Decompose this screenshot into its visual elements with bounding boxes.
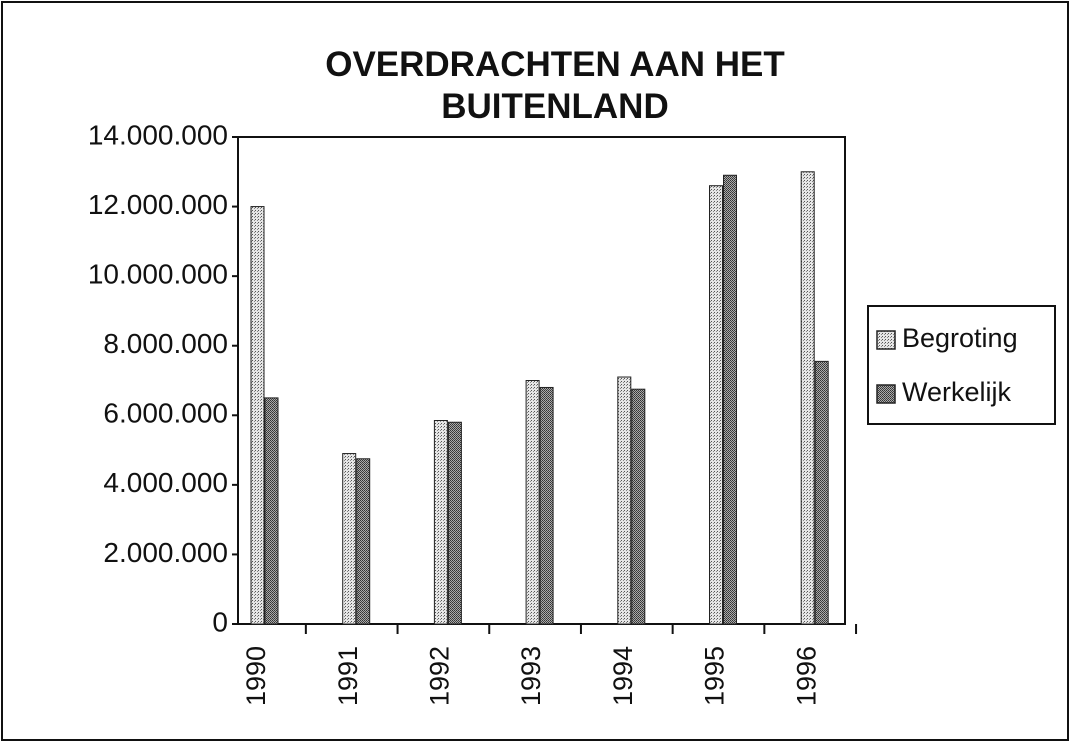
legend: Begroting Werkelijk: [867, 305, 1056, 425]
legend-swatch: [876, 330, 896, 350]
x-tick-label: 1995: [700, 646, 730, 706]
y-tick-label: 12.000.000: [88, 189, 228, 220]
legend-label: Begroting: [902, 323, 1018, 353]
bar: [356, 458, 371, 625]
legend-box: [867, 305, 1056, 425]
bar: [539, 386, 554, 625]
bar: [709, 185, 723, 625]
y-tick-label: 2.000.000: [103, 537, 228, 568]
bar: [800, 171, 815, 625]
bar: [814, 360, 829, 625]
y-tick-label: 0: [212, 606, 228, 637]
bar: [250, 206, 265, 625]
bar: [631, 388, 646, 625]
legend-label: Werkelijk: [902, 377, 1012, 407]
x-tick-label: 1994: [608, 646, 638, 706]
x-tick-label: 1993: [516, 646, 546, 706]
y-tick-label: 10.000.000: [88, 259, 228, 290]
y-tick-label: 6.000.000: [103, 398, 228, 429]
bar: [447, 421, 462, 625]
x-tick-label: 1992: [425, 646, 455, 706]
bar: [264, 397, 279, 625]
x-tick-label: 1991: [333, 646, 363, 706]
bar: [723, 174, 737, 625]
bar: [342, 453, 357, 625]
legend-swatch: [876, 384, 896, 404]
bar: [433, 420, 448, 625]
chart-title: OVERDRACHTEN AAN HET BUITENLAND: [325, 45, 785, 126]
x-tick-label: 1996: [791, 646, 821, 706]
y-tick-label: 8.000.000: [103, 328, 228, 359]
bar: [617, 376, 632, 625]
x-tick-label: 1990: [241, 646, 271, 706]
y-tick-label: 14.000.000: [88, 119, 228, 150]
y-tick-label: 4.000.000: [103, 467, 228, 498]
bar: [525, 380, 540, 625]
